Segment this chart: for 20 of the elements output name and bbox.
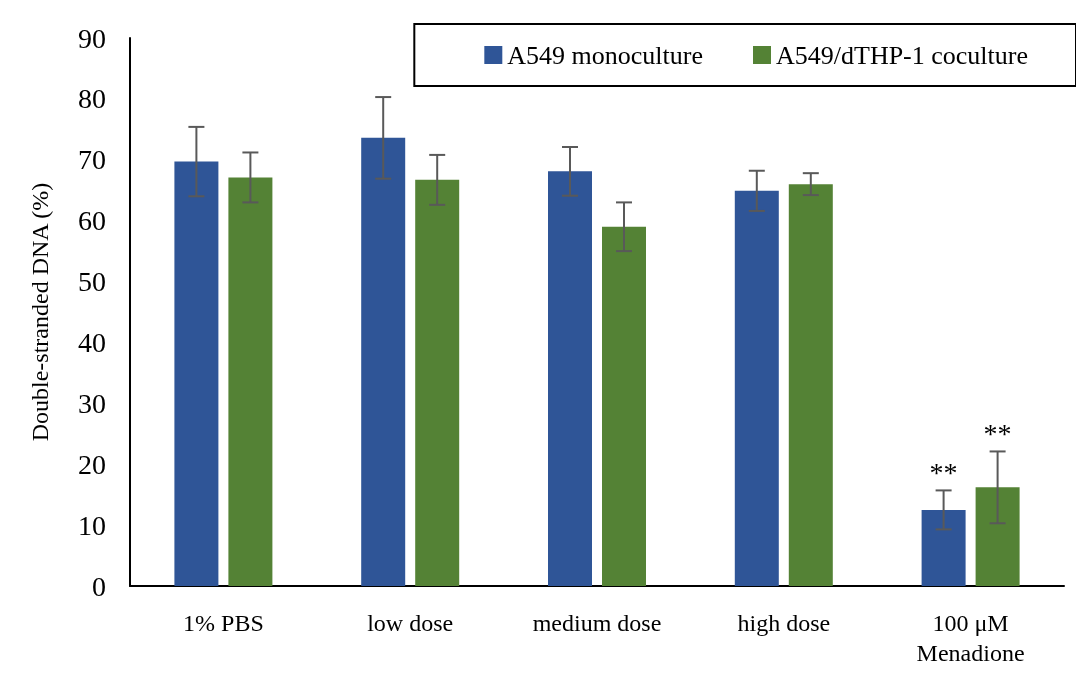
x-tick-label: medium dose (532, 610, 662, 636)
y-tick-label: 60 (78, 205, 106, 237)
y-tick-label: 10 (78, 509, 106, 541)
x-tick-label: low dose (367, 610, 454, 636)
y-tick-label: 80 (78, 83, 106, 115)
annotation: ** (929, 456, 958, 488)
x-tick-label: 100 μM Menadione (916, 610, 1025, 666)
y-tick-label: 0 (92, 570, 106, 602)
x-tick-label: high dose (737, 610, 831, 636)
x-tick-label: 1% PBS (183, 610, 264, 636)
y-tick-label: 90 (78, 22, 106, 54)
y-tick-label: 30 (78, 387, 106, 419)
y-tick-label: 40 (78, 326, 106, 358)
y-tick-label: 50 (78, 266, 106, 298)
y-axis-title: Double-stranded DNA (%) (27, 182, 53, 442)
annotation: ** (983, 417, 1012, 449)
y-tick-label: 70 (78, 144, 106, 176)
legend-label: A549 monoculture (507, 40, 703, 70)
legend-label: A549/dTHP-1 coculture (776, 40, 1029, 70)
y-tick-label: 20 (78, 448, 106, 480)
